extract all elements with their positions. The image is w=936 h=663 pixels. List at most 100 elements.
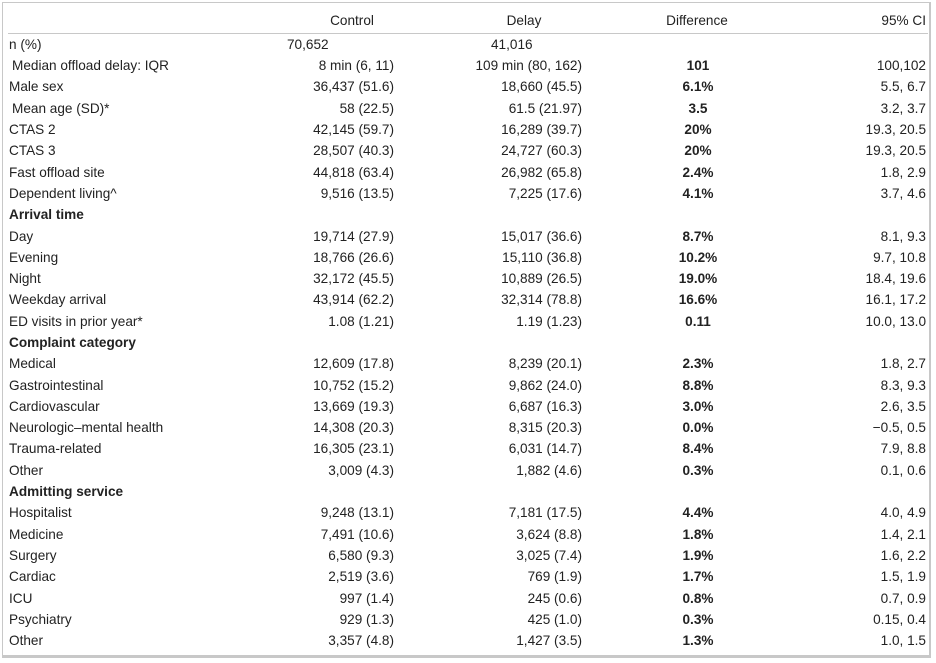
control-value: 997 (1.4) (339, 590, 394, 606)
header-label (8, 8, 270, 34)
ci-value: 8.3, 9.3 (880, 377, 926, 393)
ci-value: 0.1, 0.6 (880, 462, 926, 478)
table-row: ICU 997 (1.4) 245 (0.6) 0.8% 0.7, 0.9 (8, 588, 928, 609)
ci-value: 3.2, 3.7 (880, 100, 926, 116)
difference-value: 0.3% (682, 611, 714, 627)
ci-value: 5.5, 6.7 (880, 79, 926, 95)
delay-value: 8,239 (20.1) (508, 356, 582, 372)
ci-value: 1.8, 2.7 (880, 356, 926, 372)
delay-value: 24,727 (60.3) (501, 143, 582, 159)
table-row: Psychiatry 929 (1.3) 425 (1.0) 0.3% 0.15, 0.… (8, 609, 928, 630)
section-header-row: Arrival time (8, 204, 928, 225)
table-row: ED visits in prior year* 1.08 (1.21) 1.19 … (8, 311, 928, 332)
row-label: Psychiatry (9, 611, 72, 627)
difference-value: 1.9% (682, 547, 714, 563)
row-label: Dependent living^ (9, 185, 117, 201)
control-value (270, 204, 394, 225)
row-label: Trauma-related (9, 441, 102, 457)
header-control: Control (270, 8, 394, 34)
delay-value: 18,660 (45.5) (501, 79, 582, 95)
table-row: Fast offload site 44,818 (63.4) 26,982 (65… (8, 162, 928, 183)
control-value: 6,580 (9.3) (328, 547, 394, 563)
delay-value: 109 min (80, 162) (475, 58, 582, 74)
delay-value: 7,225 (17.6) (508, 185, 582, 201)
control-value: 18,766 (26.6) (313, 249, 394, 265)
difference-value (594, 34, 780, 56)
row-label: Cardiac (9, 569, 56, 585)
difference-value (594, 481, 780, 502)
ci-value: 100,102 (876, 58, 926, 74)
difference-value: 16.6% (678, 292, 718, 308)
difference-value: 2.3% (682, 356, 714, 372)
difference-value: 1.7% (682, 569, 714, 585)
table-row: Dependent living^ 9,516 (13.5) 7,225 (17.6… (8, 183, 928, 204)
delay-value: 15,110 (36.8) (502, 249, 582, 265)
delay-value (394, 481, 594, 502)
delay-value: 1.19 (1.23) (516, 313, 582, 329)
delay-value: 3,025 (7.4) (516, 547, 582, 563)
row-label: Gastrointestinal (9, 377, 104, 393)
delay-value: 41,016 (491, 36, 533, 52)
sample-size-row: n (%) 70,652 41,016 (8, 34, 928, 56)
difference-value: 4.1% (682, 185, 714, 201)
table-row: Mean age (SD)* 58 (22.5) 61.5 (21.97) 3.5 3.… (8, 98, 928, 119)
table-row: Hospitalist 9,248 (13.1) 7,181 (17.5) 4.4% 4… (8, 503, 928, 524)
control-value: 36,437 (51.6) (313, 79, 394, 95)
delay-value: 10,889 (26.5) (501, 271, 582, 287)
table-row: Night 32,172 (45.5) 10,889 (26.5) 19.0% 18.4… (8, 268, 928, 289)
row-label: CTAS 3 (9, 143, 56, 159)
control-value: 44,818 (63.4) (313, 164, 394, 180)
control-value: 12,609 (17.8) (313, 356, 394, 372)
table-row: CTAS 3 28,507 (40.3) 24,727 (60.3) 20% 19.3,… (8, 140, 928, 161)
difference-value: 3.0% (682, 398, 714, 414)
row-label: ED visits in prior year* (9, 313, 143, 329)
control-value: 3,357 (4.8) (328, 633, 394, 649)
row-label: Other (9, 462, 43, 478)
table-row: Medical 12,609 (17.8) 8,239 (20.1) 2.3% 1.8,… (8, 353, 928, 374)
delay-value: 3,624 (8.8) (516, 526, 582, 542)
difference-value: 2.4% (682, 164, 714, 180)
section-header-row: Admitting service (8, 481, 928, 502)
difference-value: 0.8% (682, 590, 714, 606)
control-value: 13,669 (19.3) (313, 398, 394, 414)
difference-value: 0.0% (682, 420, 714, 436)
row-label: Evening (9, 249, 59, 265)
table-row: Surgery 6,580 (9.3) 3,025 (7.4) 1.9% 1.6, 2.… (8, 545, 928, 566)
ci-value: 4.0, 4.9 (880, 505, 926, 521)
difference-value: 3.5 (688, 100, 708, 116)
delay-value: 6,031 (14.7) (508, 441, 582, 457)
row-label: Median offload delay: IQR (12, 58, 169, 74)
table-row: Trauma-related 16,305 (23.1) 6,031 (14.7) 8… (8, 439, 928, 460)
header-difference: Difference (594, 8, 780, 34)
delay-value: 15,017 (36.6) (501, 228, 582, 244)
difference-value: 6.1% (682, 79, 714, 95)
ci-value: 1.5, 1.9 (880, 569, 926, 585)
table-row: CTAS 2 42,145 (59.7) 16,289 (39.7) 20% 19.3,… (8, 119, 928, 140)
control-value: 10,752 (15.2) (313, 377, 394, 393)
ci-value: 0.15, 0.4 (873, 611, 926, 627)
row-label: Cardiovascular (9, 398, 100, 414)
row-label: Medicine (9, 526, 64, 542)
delay-value: 61.5 (21.97) (508, 100, 582, 116)
control-value: 14,308 (20.3) (313, 420, 394, 436)
difference-value: 20% (684, 122, 712, 138)
control-value: 929 (1.3) (339, 611, 394, 627)
table-row: Median offload delay: IQR 8 min (6, 11) 10… (8, 55, 928, 76)
delay-value: 769 (1.9) (527, 569, 582, 585)
ci-value: 1.4, 2.1 (880, 526, 926, 542)
table-row: Neurologic–mental health 14,308 (20.3) 8,3… (8, 417, 928, 438)
table-row: Male sex 36,437 (51.6) 18,660 (45.5) 6.1% 5.… (8, 77, 928, 98)
difference-value: 19.0% (678, 271, 718, 287)
difference-value: 8.4% (682, 441, 714, 457)
ci-value: 18.4, 19.6 (865, 271, 926, 287)
ci-value (780, 481, 928, 502)
ci-value: 1.0, 1.5 (880, 633, 926, 649)
ci-value: 3.7, 4.6 (880, 185, 926, 201)
control-value: 9,248 (13.1) (320, 505, 394, 521)
table-body: n (%) 70,652 41,016 Median offload delay: I… (8, 34, 928, 652)
table-row: Other 3,009 (4.3) 1,882 (4.6) 0.3% 0.1, 0.6 (8, 460, 928, 481)
table-row: Gastrointestinal 10,752 (15.2) 9,862 (24.0… (8, 375, 928, 396)
row-label: Fast offload site (9, 164, 105, 180)
row-label: Hospitalist (9, 505, 72, 521)
